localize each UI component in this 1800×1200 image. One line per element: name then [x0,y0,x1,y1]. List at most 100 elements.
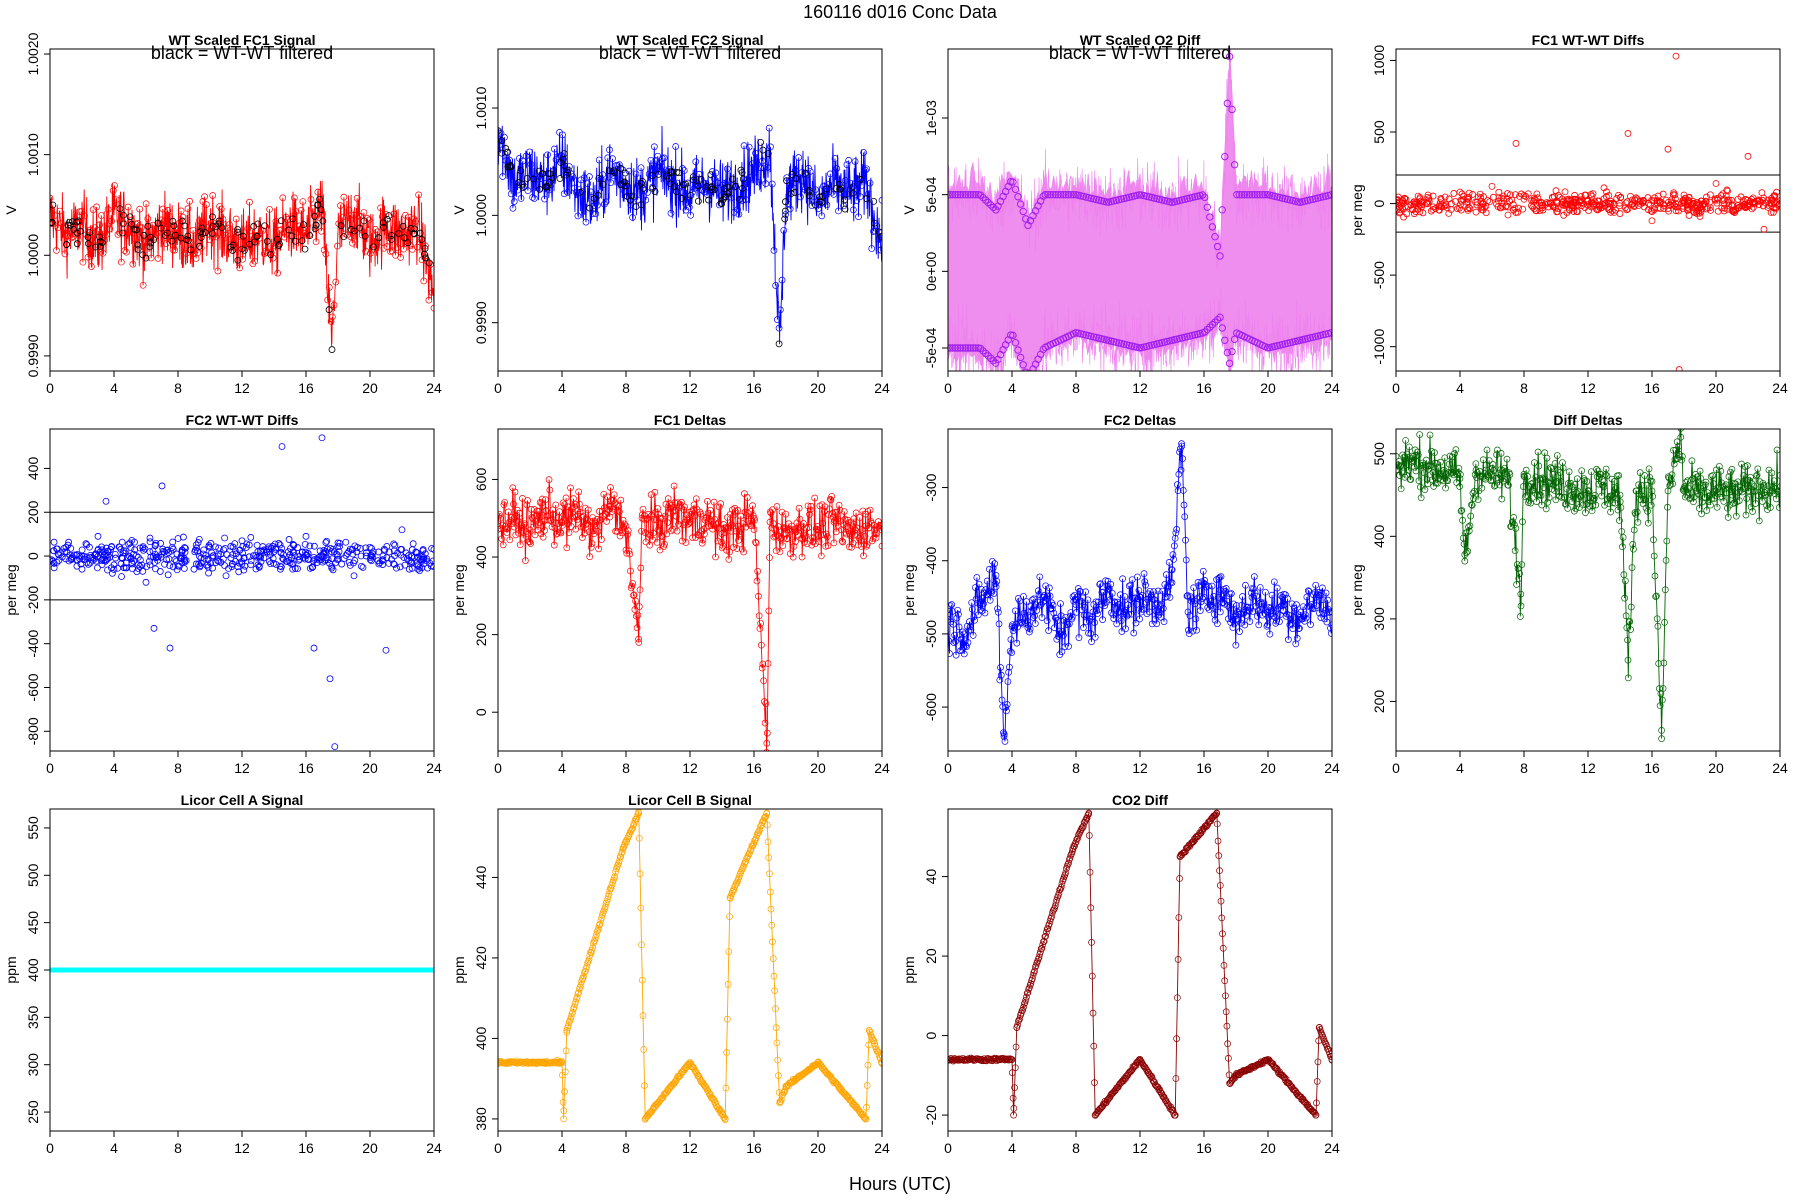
scatter-point [1644,206,1652,214]
filtered-point [628,192,636,200]
marker-point [743,853,751,861]
x-tick-label: 12 [1580,760,1596,776]
marker-point [1063,620,1071,628]
marker-point [1458,507,1466,514]
scatter-point [1706,204,1714,212]
marker-point [980,600,987,608]
marker-point [760,677,767,685]
marker-point [97,212,105,219]
scatter-point [247,534,255,541]
marker-point [760,817,767,824]
marker-point [746,849,753,857]
filtered-point [119,211,127,219]
filtered-point [285,226,293,234]
y-tick-label: 5e-04 [923,177,939,213]
marker-point [1537,492,1545,499]
data-point [350,572,358,580]
marker-point [1443,476,1451,484]
filtered-point [288,232,296,240]
marker-point [527,506,535,513]
filtered-point [319,217,327,225]
marker-point [1258,190,1267,199]
marker-point [179,213,187,221]
marker-point [700,525,708,533]
x-tick-label: 12 [1580,380,1596,396]
marker-point [390,210,398,218]
marker-point [1059,627,1067,635]
marker-point [1538,501,1546,509]
filtered-point [732,182,739,190]
marker-point [144,215,152,223]
marker-point [1140,570,1148,578]
marker-point [1610,478,1618,485]
y-tick-label: -1000 [1371,329,1387,365]
marker-point [780,525,788,533]
marker-point [1658,735,1665,742]
scatter-point [1495,188,1503,196]
marker-point [1773,446,1780,454]
marker-point [1434,479,1441,487]
scatter-point [1591,198,1599,206]
marker-point [307,195,315,203]
scatter-point [1651,194,1658,202]
marker-point [1238,190,1246,199]
marker-point [1454,469,1462,476]
y-tick-label: 450 [25,911,41,935]
scatter-point [118,554,126,562]
marker-point [1221,336,1229,344]
data-point [102,497,110,505]
filtered-point [832,185,840,192]
marker-point [1137,1057,1144,1064]
scatter-point [1696,201,1704,209]
marker-point [1323,618,1331,626]
marker-point [789,553,797,561]
marker-point [995,620,1003,628]
marker-point [1324,596,1331,604]
marker-point [584,180,592,187]
filtered-point [639,184,647,192]
scatter-point [340,554,348,562]
marker-point [1709,472,1717,479]
marker-point [636,586,644,594]
marker-point [1485,457,1493,464]
marker-point [1623,624,1631,632]
marker-point [1277,592,1285,599]
x-tick-label: 20 [1708,760,1724,776]
scatter-point [110,566,118,573]
filtered-point [507,163,515,170]
marker-point [1480,474,1488,482]
marker-point [955,610,962,618]
marker-point [498,535,506,543]
marker-point [761,813,769,821]
marker-point [1074,593,1081,601]
marker-point [1149,1077,1157,1084]
marker-point [1057,612,1065,620]
scatter-point [1437,195,1445,202]
marker-point [812,540,819,547]
marker-point [514,186,521,194]
marker-point [766,508,774,516]
marker-point [770,533,778,541]
marker-point [1151,615,1159,623]
marker-point [1531,489,1539,497]
plot-area [50,180,434,353]
marker-point [502,157,510,165]
marker-point [498,1058,505,1065]
filtered-point [792,175,800,182]
marker-point [955,623,963,631]
marker-point [1072,838,1080,846]
marker-point [789,1075,797,1083]
data-point [238,537,246,545]
marker-point [1225,604,1233,611]
marker-point [745,143,753,151]
panel-title: FC1 Deltas [654,412,727,428]
marker-point [564,1022,572,1030]
marker-point [1091,633,1099,641]
marker-point [609,155,616,162]
marker-point [578,975,586,983]
scatter-point [55,556,63,564]
marker-point [588,540,596,547]
filtered-point [530,175,537,183]
marker-point [689,1063,697,1071]
